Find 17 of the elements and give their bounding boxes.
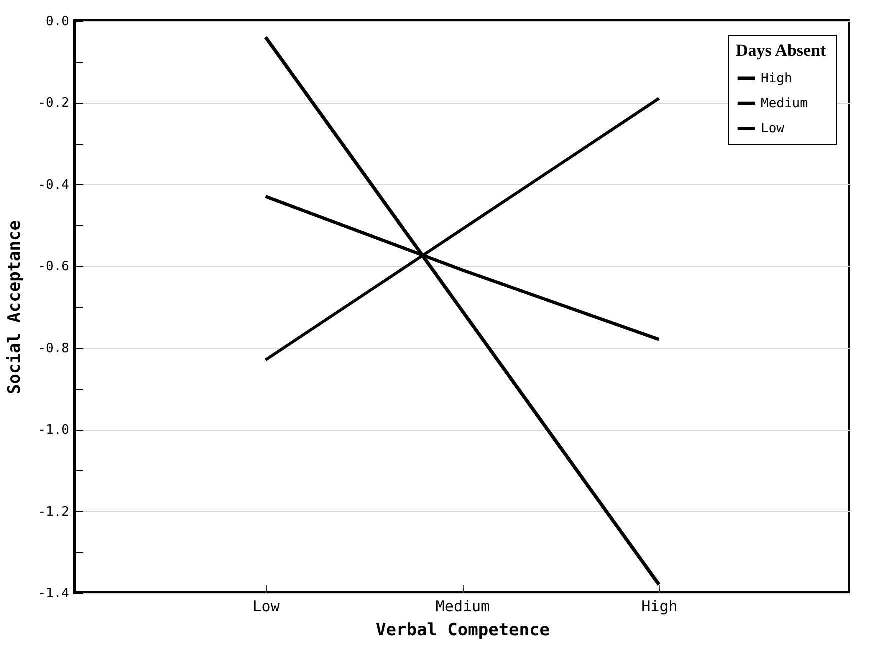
y-tick-label: -0.2 — [38, 96, 70, 112]
y-tick-label: -1.4 — [38, 586, 70, 602]
x-tick-label: Low — [252, 598, 281, 616]
legend-label: Medium — [761, 96, 808, 112]
y-tick-label: -0.8 — [38, 341, 70, 356]
legend-title: Days Absent — [736, 41, 827, 60]
x-tick-label: High — [642, 598, 678, 616]
y-tick-label: 0.0 — [46, 14, 70, 30]
y-tick-label: -0.6 — [38, 260, 70, 275]
y-tick-label: -0.4 — [38, 178, 70, 193]
legend-label: Low — [761, 122, 785, 136]
y-tick-label: -1.0 — [38, 423, 70, 438]
x-tick-label: Medium — [436, 598, 490, 616]
x-axis-title: Verbal Competence — [376, 620, 550, 640]
y-axis-title: Social Acceptance — [5, 220, 26, 394]
legend-label: High — [761, 72, 792, 86]
y-tick-label: -1.2 — [38, 504, 70, 520]
